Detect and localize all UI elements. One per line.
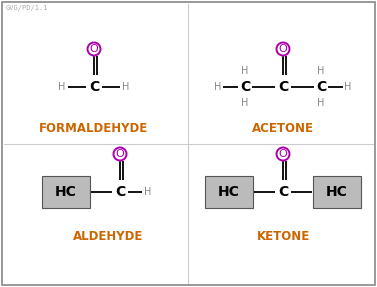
Text: C: C [115, 185, 125, 199]
Circle shape [87, 42, 101, 55]
FancyBboxPatch shape [205, 176, 253, 208]
Text: H: H [214, 82, 222, 92]
Text: C: C [89, 80, 99, 94]
Text: O: O [116, 149, 124, 159]
Text: H: H [317, 66, 325, 76]
Text: ALDEHYDE: ALDEHYDE [73, 230, 143, 243]
Text: HC: HC [218, 185, 240, 199]
Text: H: H [58, 82, 66, 92]
Text: C: C [316, 80, 326, 94]
Text: H: H [344, 82, 352, 92]
Text: C: C [240, 80, 250, 94]
Text: O: O [90, 44, 98, 54]
Text: C: C [278, 80, 288, 94]
Text: HC: HC [326, 185, 348, 199]
Circle shape [113, 148, 127, 160]
Text: H: H [317, 98, 325, 108]
Text: HC: HC [55, 185, 77, 199]
Text: O: O [279, 44, 287, 54]
Text: O: O [279, 149, 287, 159]
FancyBboxPatch shape [313, 176, 361, 208]
Text: GVG/PD/1.1: GVG/PD/1.1 [6, 5, 49, 11]
Text: H: H [241, 98, 249, 108]
Circle shape [276, 42, 290, 55]
Text: H: H [144, 187, 152, 197]
Text: H: H [122, 82, 130, 92]
Circle shape [276, 148, 290, 160]
Text: KETONE: KETONE [256, 230, 310, 243]
Text: ACETONE: ACETONE [252, 123, 314, 135]
Text: H: H [241, 66, 249, 76]
Text: FORMALDEHYDE: FORMALDEHYDE [39, 123, 149, 135]
Text: C: C [278, 185, 288, 199]
FancyBboxPatch shape [42, 176, 90, 208]
